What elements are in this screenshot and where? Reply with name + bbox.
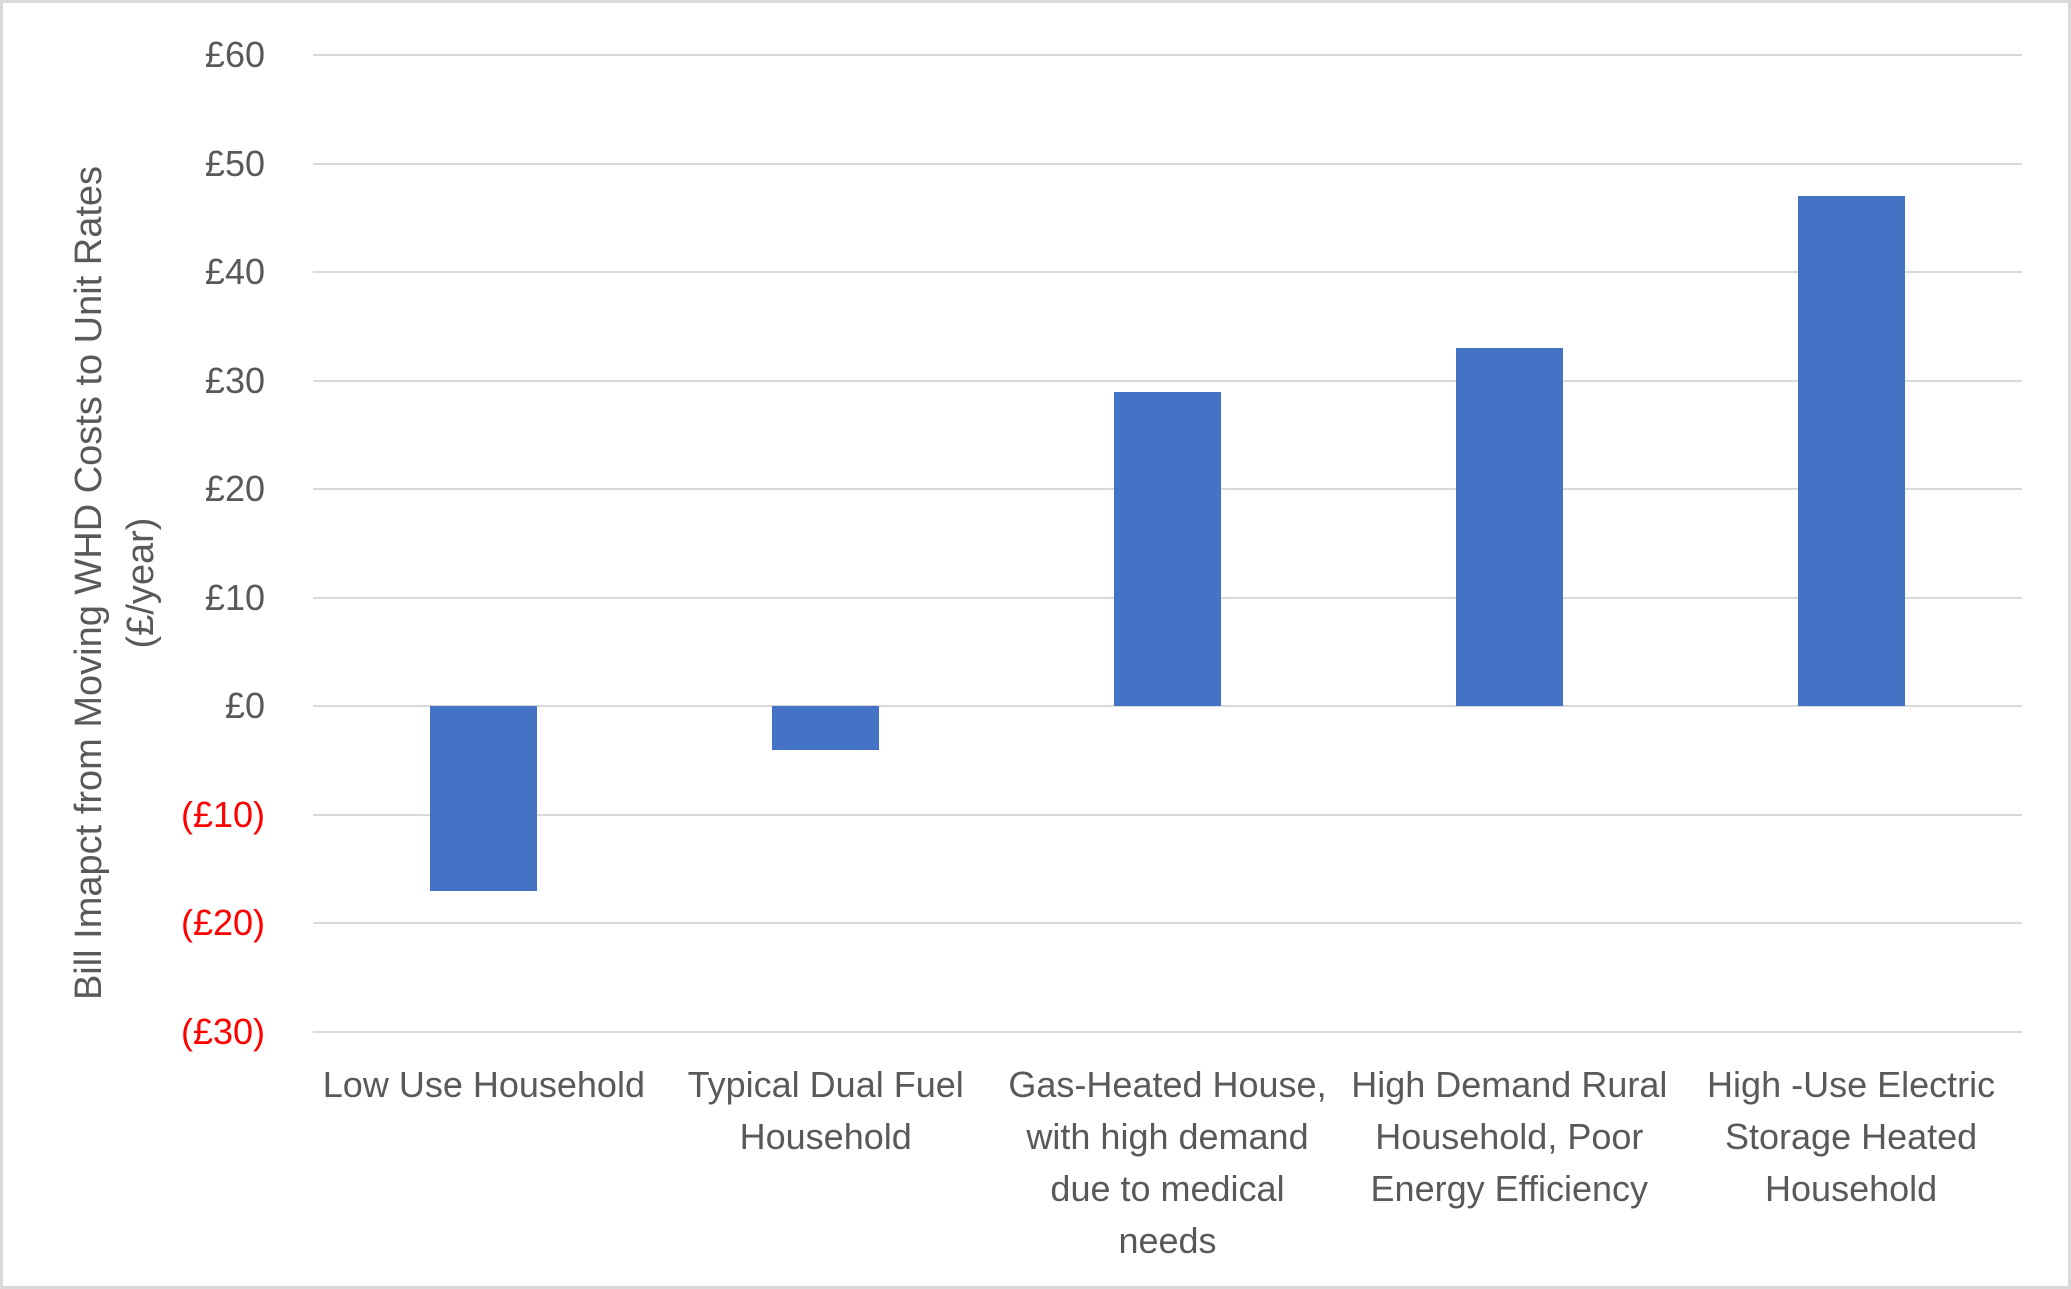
y-tick-label: (£10) (180, 793, 265, 835)
gridline (313, 379, 2022, 382)
category-label: High Demand Rural Household, Poor Energy E… (1351, 1064, 1668, 1209)
y-tick-label: £30 (204, 359, 265, 401)
bar-4[interactable] (1455, 348, 1563, 707)
category-label: High -Use Electric Storage Heated Househol… (1707, 1064, 1996, 1209)
category-label: Typical Dual Fuel Household (687, 1064, 964, 1157)
y-tick-label: (£30) (180, 1011, 265, 1052)
gridline (313, 271, 2022, 274)
bar-3[interactable] (1114, 391, 1221, 707)
y-tick-label: (£20) (180, 902, 265, 944)
y-tick-label: £60 (204, 34, 265, 75)
gridline (313, 162, 2022, 165)
gridline (313, 813, 2022, 816)
bar-1[interactable] (430, 706, 538, 891)
y-tick-label: £10 (204, 576, 265, 618)
gridline (313, 922, 2022, 925)
gridline (313, 54, 2022, 56)
category-label: Gas-Heated House, with high demand due to … (1008, 1064, 1327, 1261)
y-tick-label: £20 (204, 468, 265, 510)
y-tick-label: £0 (224, 685, 265, 727)
gridline (313, 705, 2022, 708)
y-tick-label: £50 (204, 142, 265, 184)
bar-2[interactable] (772, 706, 880, 750)
gridline (313, 1031, 2022, 1033)
category-label: Low Use Household (322, 1064, 645, 1105)
y-tick-label: £40 (204, 251, 265, 293)
bar-5[interactable] (1797, 196, 1905, 707)
